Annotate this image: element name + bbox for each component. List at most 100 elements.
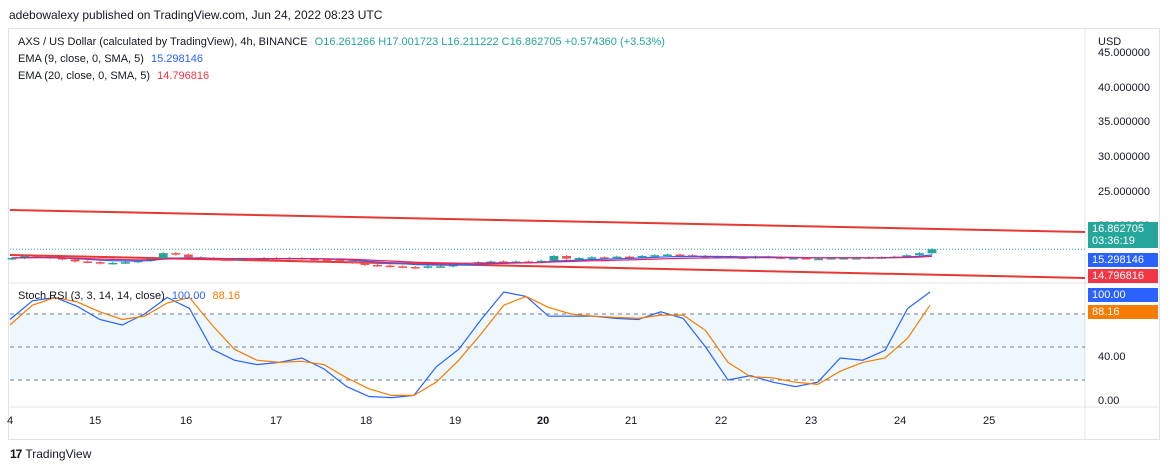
candle-body xyxy=(587,257,597,259)
time-tick-label: 17 xyxy=(270,415,283,427)
stoch-tick-label: 0.00 xyxy=(1098,395,1120,407)
candle-body xyxy=(7,258,17,260)
candle-body xyxy=(536,260,546,263)
candle-body xyxy=(385,265,395,268)
candle-body xyxy=(625,256,634,259)
candle-body xyxy=(851,258,861,260)
candle xyxy=(385,264,395,268)
tradingview-logo-icon: 17 xyxy=(10,447,22,461)
candle-body xyxy=(914,253,924,256)
candle xyxy=(574,256,584,260)
currency-label: USD xyxy=(1098,36,1122,48)
price-tick-label: 30.000000 xyxy=(1098,151,1150,164)
time-tick-label: 20 xyxy=(537,415,550,427)
time-tick-label: 16 xyxy=(180,415,193,427)
candle-body xyxy=(373,264,382,267)
ema20-price-tag: 14.796816 xyxy=(1088,269,1158,283)
candle-body xyxy=(599,257,609,259)
footer-brand[interactable]: 17 TradingView xyxy=(10,447,91,461)
candle xyxy=(423,265,433,269)
candle-body xyxy=(662,254,672,257)
ema9-label: EMA (9, close, 0, SMA, 5) xyxy=(18,53,144,65)
candle xyxy=(108,261,118,265)
stoch-k-value: 100.00 xyxy=(171,290,206,302)
candle-body xyxy=(360,262,370,265)
candle-body xyxy=(423,266,433,268)
stoch-d-value: 88.16 xyxy=(212,290,241,302)
last-price-tag: 16.862705 03:36:19 xyxy=(1088,222,1158,248)
candle-body xyxy=(58,258,67,260)
candle-body xyxy=(121,262,130,264)
candle-body xyxy=(171,253,181,255)
candle-body xyxy=(675,254,685,257)
candle-body xyxy=(486,261,496,263)
ema9-value: 15.298146 xyxy=(151,53,203,65)
candle xyxy=(373,263,382,267)
candle xyxy=(914,252,924,257)
candle xyxy=(927,248,937,255)
candle-body xyxy=(184,254,193,258)
price-tick-label: 40.000000 xyxy=(1098,81,1150,94)
candle-body xyxy=(612,256,622,259)
stoch-k-line xyxy=(9,291,931,399)
publisher-line: adebowalexy published on TradingView.com… xyxy=(9,8,383,22)
countdown-value: 03:36:19 xyxy=(1092,235,1135,247)
candle-body xyxy=(549,255,559,261)
candle xyxy=(587,256,597,260)
candle xyxy=(171,252,181,256)
candle-body xyxy=(310,258,319,261)
candle-body xyxy=(108,262,118,265)
candle xyxy=(675,253,685,257)
main-legend: AXS / US Dollar (calculated by TradingVi… xyxy=(18,36,665,48)
candle-body xyxy=(95,262,105,264)
footer-brand-label: TradingView xyxy=(25,447,92,461)
candle xyxy=(410,265,420,269)
ema20-value: 14.796816 xyxy=(157,70,210,82)
stoch-k-tag: 100.00 xyxy=(1088,288,1158,302)
candle-body xyxy=(398,266,408,268)
candle-body xyxy=(839,258,849,260)
time-tick-label: 22 xyxy=(715,415,728,427)
stoch-legend: Stoch RSI (3, 3, 14, 14, close) 100.00 8… xyxy=(18,290,240,302)
candle-body xyxy=(221,259,231,261)
candle-body xyxy=(20,255,30,259)
time-tick-label: 24 xyxy=(894,415,907,427)
ema-lines xyxy=(11,254,933,266)
ema20-legend: EMA (20, close, 0, SMA, 5) 14.796816 xyxy=(18,70,209,82)
candle-body xyxy=(927,249,937,254)
price-tick-label: 35.000000 xyxy=(1098,116,1150,129)
time-tick-label: 25 xyxy=(983,415,996,427)
candle-body xyxy=(32,255,42,258)
candle-body xyxy=(436,266,445,268)
stoch-d-tag: 88.16 xyxy=(1088,305,1158,319)
candle-body xyxy=(574,258,584,260)
candle xyxy=(662,253,672,257)
ema9-legend: EMA (9, close, 0, SMA, 5) 15.298146 xyxy=(18,53,203,65)
chart-frame xyxy=(8,28,1160,440)
stoch-d-line xyxy=(9,295,931,396)
stoch-lines xyxy=(9,291,931,399)
candle xyxy=(562,254,571,260)
candle-body xyxy=(158,253,168,259)
candle-body xyxy=(814,258,823,261)
candle-body xyxy=(247,258,256,261)
channel-lines xyxy=(9,209,1086,279)
candle-body xyxy=(788,258,798,260)
ema20-label: EMA (20, close, 0, SMA, 5) xyxy=(18,70,151,82)
candle-body xyxy=(801,258,811,260)
time-tick-label: 19 xyxy=(449,415,462,427)
candle-body xyxy=(347,260,357,263)
upper-channel-line xyxy=(9,209,1086,233)
time-tick-label: 18 xyxy=(360,415,373,427)
time-tick-label: 4 xyxy=(7,415,14,427)
stoch-band xyxy=(10,313,1085,381)
candle-body xyxy=(637,255,647,258)
candle-body xyxy=(70,259,80,262)
price-tick-label: 25.000000 xyxy=(1098,185,1150,198)
candle xyxy=(360,261,370,266)
candle-body xyxy=(335,260,345,262)
candle-body xyxy=(234,258,244,261)
candle-body xyxy=(826,258,836,260)
time-tick-label: 23 xyxy=(805,415,818,427)
